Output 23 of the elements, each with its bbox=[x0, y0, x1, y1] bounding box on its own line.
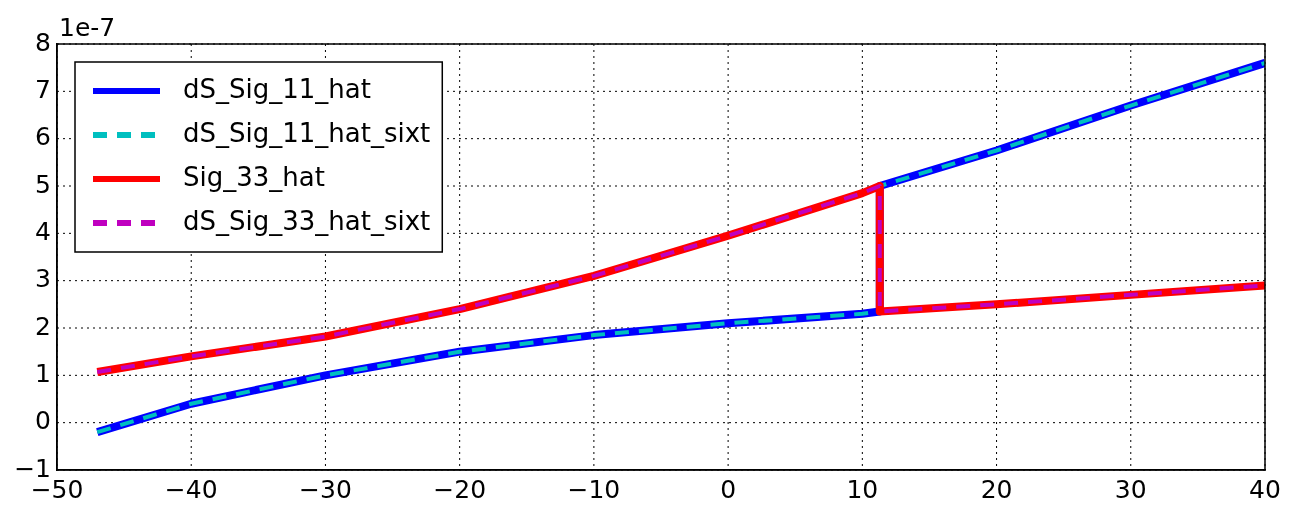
legend-label: dS_Sig_11_hat bbox=[183, 73, 371, 104]
x-tick-label: −30 bbox=[299, 474, 352, 504]
x-tick-label: −10 bbox=[567, 474, 621, 504]
y-tick-label: 5 bbox=[35, 169, 51, 199]
legend-label: Sig_33_hat bbox=[183, 161, 325, 192]
y-tick-label: 7 bbox=[35, 74, 51, 104]
x-tick-label: 0 bbox=[720, 474, 737, 504]
x-tick-label: 30 bbox=[1114, 474, 1147, 504]
x-tick-label: −20 bbox=[433, 474, 487, 504]
y-tick-label: 6 bbox=[35, 122, 51, 152]
y-tick-label: 3 bbox=[35, 264, 51, 294]
legend-label: dS_Sig_33_hat_sixt bbox=[183, 205, 431, 236]
y-tick-label: 0 bbox=[35, 406, 51, 436]
legend-label: dS_Sig_11_hat_sixt bbox=[183, 117, 431, 148]
text: 1e-7 bbox=[59, 13, 116, 42]
y-tick-label: 1 bbox=[35, 358, 51, 388]
y-tick-label: 4 bbox=[35, 216, 51, 246]
x-tick-label: 20 bbox=[980, 474, 1013, 504]
x-tick-label: 40 bbox=[1249, 474, 1281, 504]
x-tick-label: −40 bbox=[164, 474, 218, 504]
y-tick-label: 2 bbox=[35, 311, 51, 341]
x-tick-label: 10 bbox=[846, 474, 879, 504]
y-tick-label: 8 bbox=[35, 27, 51, 57]
